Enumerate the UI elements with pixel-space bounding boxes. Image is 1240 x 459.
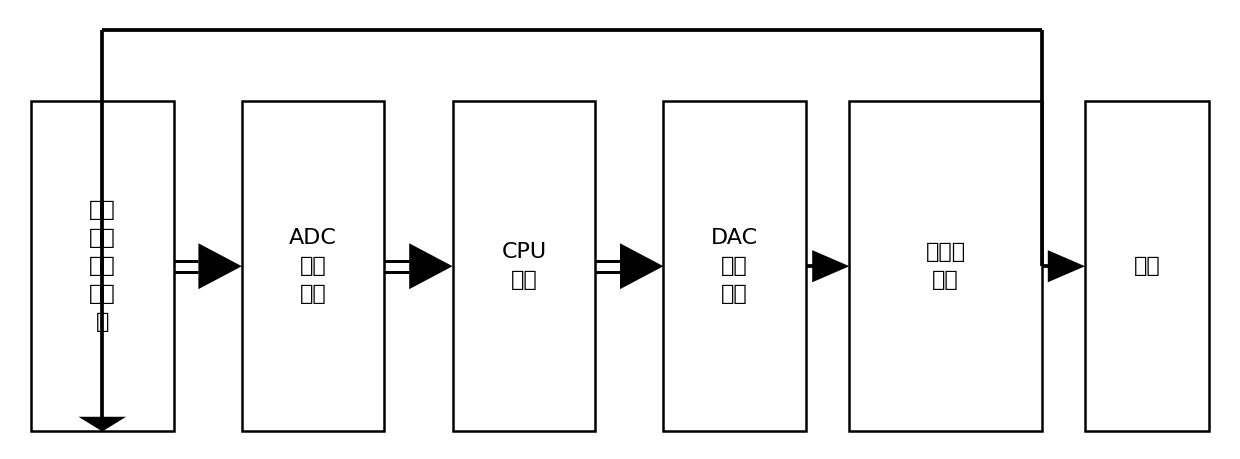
Polygon shape (812, 250, 849, 282)
Polygon shape (198, 243, 242, 289)
Polygon shape (1048, 250, 1085, 282)
Bar (31, 101, 174, 431)
Text: 下编程
电路: 下编程 电路 (925, 242, 966, 290)
Polygon shape (78, 417, 126, 431)
Polygon shape (620, 243, 663, 289)
Bar (242, 101, 384, 431)
Bar (453, 101, 595, 431)
Bar (663, 101, 806, 431)
Text: 数据
采集
与处
理电
路: 数据 采集 与处 理电 路 (89, 200, 115, 332)
Bar (849, 101, 1042, 431)
Polygon shape (409, 243, 453, 289)
Text: 输出: 输出 (1133, 256, 1161, 276)
Text: ADC
变换
电路: ADC 变换 电路 (289, 228, 337, 304)
Text: CPU
系统: CPU 系统 (501, 242, 547, 290)
Text: DAC
变换
电路: DAC 变换 电路 (711, 228, 759, 304)
Bar (1085, 101, 1209, 431)
